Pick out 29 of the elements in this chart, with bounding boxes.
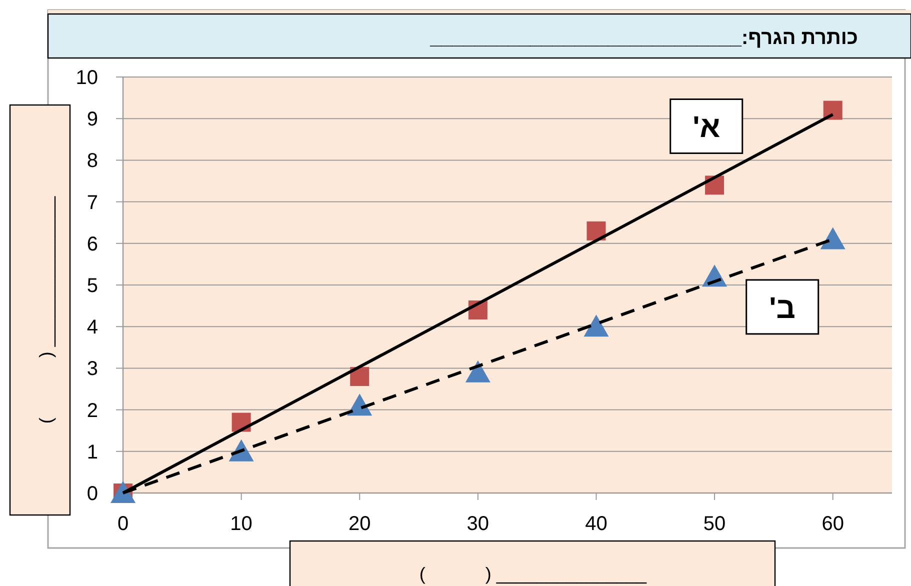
series-label: א'	[692, 111, 720, 144]
x-tick-label: 50	[703, 513, 726, 535]
y-tick-label: 5	[86, 275, 98, 297]
x-tick-label: 20	[348, 513, 371, 535]
point	[465, 360, 490, 382]
x-axis-title: ( ) _______________	[419, 564, 648, 584]
x-tick-label: 10	[230, 513, 252, 535]
y-tick-label: 9	[86, 108, 98, 131]
x-tick-label: 40	[585, 513, 608, 535]
point	[350, 367, 370, 386]
series-label: ב'	[769, 292, 796, 325]
y-tick-label: 2	[86, 400, 98, 422]
point	[586, 221, 606, 240]
point	[820, 227, 846, 250]
y-tick-label: 6	[86, 233, 98, 256]
y-tick-label: 1	[86, 441, 98, 464]
y-tick-label: 3	[86, 358, 98, 380]
x-tick-label: 30	[466, 513, 490, 535]
y-tick-label: 4	[86, 316, 98, 339]
y-tick-label: 8	[86, 150, 98, 172]
chart-title: כותרת הגרף:____________________________	[429, 27, 858, 49]
point	[584, 314, 609, 337]
point	[823, 100, 842, 120]
x-tick-label: 60	[822, 513, 844, 535]
y-tick-label: 10	[76, 67, 98, 89]
y-tick-label: 0	[86, 483, 98, 505]
y-tick-label: 7	[86, 192, 98, 214]
x-tick-label: 0	[117, 513, 129, 535]
y-axis-title: ( ) _______________	[36, 195, 56, 424]
